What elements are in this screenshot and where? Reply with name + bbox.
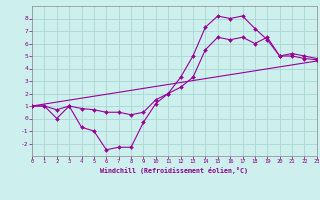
X-axis label: Windchill (Refroidissement éolien,°C): Windchill (Refroidissement éolien,°C)	[100, 167, 248, 174]
